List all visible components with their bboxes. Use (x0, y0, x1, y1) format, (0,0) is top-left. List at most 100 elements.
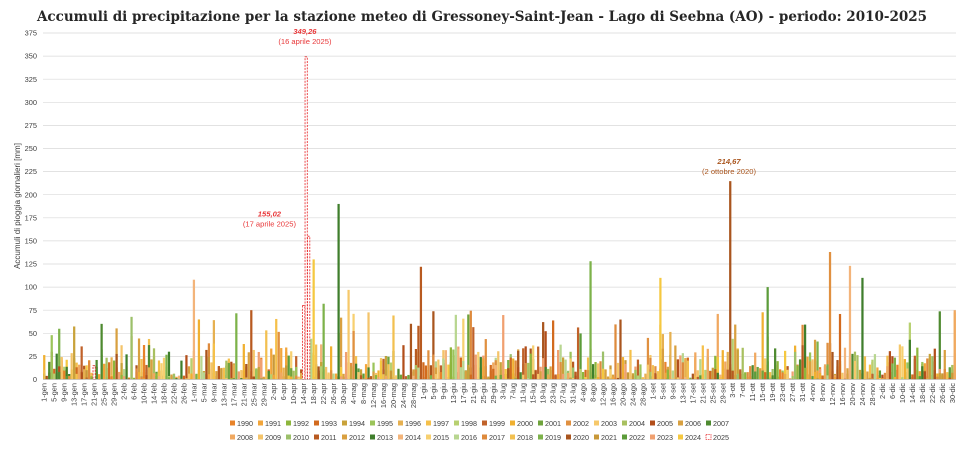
legend-label: 2004 (629, 419, 645, 428)
bar (871, 359, 874, 380)
bar (893, 357, 897, 380)
legend-swatch (594, 420, 599, 426)
x-tick-label: 26-dic (938, 383, 947, 403)
bar (943, 369, 946, 380)
bar (609, 378, 612, 380)
bar (290, 368, 293, 380)
bar (676, 359, 679, 380)
x-tick-label: 30-apr (339, 382, 348, 404)
bar (497, 351, 500, 380)
bar (701, 345, 704, 380)
legend: 1990 1991 1992 1993 1994 1995 1996 1997 1998 1999… (230, 419, 729, 442)
bar (584, 376, 587, 380)
bar (793, 351, 797, 380)
x-tick-label: 9-giu (439, 383, 448, 399)
bar (888, 351, 892, 380)
x-tick-label: 5-mar (199, 382, 208, 402)
legend-swatch (258, 420, 263, 426)
bar (65, 366, 68, 380)
bar (674, 345, 677, 380)
bar (766, 287, 769, 380)
x-tick-label: 22-dic (928, 383, 937, 403)
legend-label: 2009 (265, 433, 281, 442)
x-tick-label: 24-ago (628, 383, 637, 406)
bar (140, 376, 143, 380)
grid-lines (43, 32, 956, 357)
bar (833, 377, 837, 380)
y-tick-label: 275 (25, 121, 37, 130)
bar (756, 366, 759, 380)
bar (414, 369, 418, 380)
bar (948, 367, 951, 380)
bar (462, 318, 465, 380)
bar (527, 378, 530, 380)
bar (542, 322, 545, 380)
bar (100, 323, 103, 380)
bar (320, 344, 323, 380)
bar (147, 345, 151, 380)
bar (744, 372, 747, 380)
bar (811, 359, 814, 380)
bar (357, 372, 360, 380)
x-tick-label: 14-dic (908, 383, 917, 403)
bar (843, 347, 847, 380)
bar (689, 377, 692, 380)
bar (913, 355, 916, 380)
bar (666, 369, 670, 380)
bar (232, 378, 235, 380)
x-tick-label: 1-gen (40, 383, 49, 402)
legend-label: 1998 (461, 419, 477, 428)
bar (764, 372, 767, 380)
bar (175, 378, 178, 380)
bar (534, 370, 537, 380)
bar (664, 361, 667, 380)
bar (604, 369, 607, 380)
x-tick-label: 13-set (678, 383, 687, 404)
bar (813, 371, 817, 380)
legend-label: 2000 (517, 419, 533, 428)
x-tick-label: 31-ott (798, 383, 807, 402)
bar (379, 360, 383, 380)
legend-label: 2001 (545, 419, 561, 428)
legend-swatch (342, 420, 347, 426)
bar (427, 350, 430, 380)
x-tick-label: 7-lug (509, 383, 518, 399)
bar (771, 375, 774, 380)
bar (322, 303, 325, 380)
x-tick-label: 17-set (688, 383, 697, 404)
x-tick-label: 21-mar (239, 382, 248, 406)
bar (230, 361, 233, 380)
legend-label: 2021 (601, 433, 617, 442)
legend-label: 2017 (489, 433, 505, 442)
bar (482, 358, 485, 380)
bar (225, 378, 228, 380)
x-tick-label: 15-lug (529, 383, 538, 404)
bar (255, 368, 258, 380)
legend-swatch (426, 434, 431, 440)
bar (616, 377, 620, 380)
bar (60, 356, 63, 380)
x-tick-label: 7-ott (738, 383, 747, 398)
legend-label: 2010 (293, 433, 309, 442)
bar (447, 377, 450, 380)
bar (936, 373, 939, 380)
legend-label: 2003 (601, 419, 617, 428)
bar (167, 351, 171, 380)
bar (686, 360, 689, 380)
bar (70, 353, 73, 380)
x-tick-label: 20-ago (618, 383, 627, 406)
bar (329, 370, 333, 380)
bar (78, 364, 81, 380)
bar (55, 353, 58, 380)
bar (152, 373, 156, 380)
bar (130, 316, 133, 380)
bar (232, 364, 235, 380)
x-tick-label: 28-mag (409, 383, 418, 408)
bar (556, 349, 560, 380)
bar (769, 377, 772, 380)
bar (818, 372, 822, 380)
y-tick-label: 250 (25, 144, 37, 153)
bar (896, 364, 899, 380)
bar (484, 339, 487, 380)
bar (195, 373, 198, 380)
